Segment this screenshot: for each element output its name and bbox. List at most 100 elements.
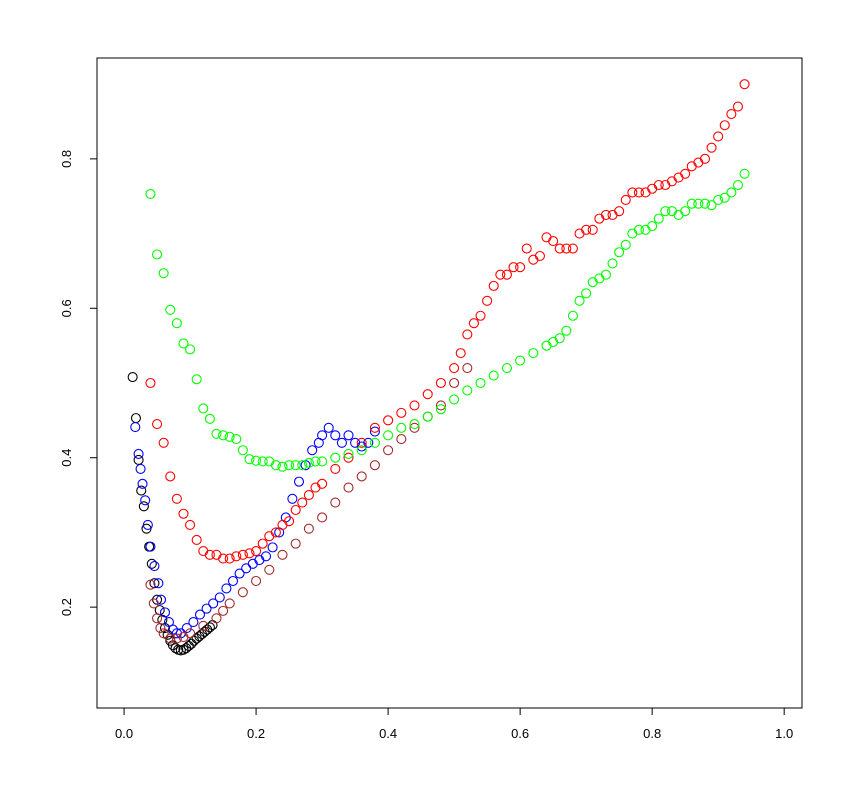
point [561, 325, 572, 336]
point [185, 519, 196, 531]
point [396, 422, 407, 433]
point [574, 228, 585, 239]
point [647, 221, 658, 232]
point [468, 318, 479, 329]
point [264, 456, 275, 467]
point [317, 456, 328, 467]
point [330, 452, 341, 463]
point [739, 79, 750, 90]
y-tick-label: 0.2 [59, 598, 74, 616]
point [307, 445, 318, 456]
point [277, 461, 288, 472]
point [254, 555, 265, 566]
point [165, 304, 176, 315]
point [640, 224, 651, 235]
point [237, 445, 248, 456]
point [267, 542, 278, 553]
point [171, 318, 182, 329]
point [488, 280, 499, 291]
point [264, 564, 275, 575]
point [554, 243, 565, 254]
point [435, 404, 446, 415]
point [181, 623, 192, 634]
point [541, 232, 552, 243]
point [138, 501, 149, 512]
point [257, 538, 268, 549]
point [614, 247, 625, 258]
point [515, 355, 526, 366]
point [191, 534, 202, 545]
point [343, 448, 354, 460]
point [165, 471, 176, 482]
point [186, 638, 197, 649]
point [218, 430, 229, 441]
point [241, 563, 252, 574]
point [208, 598, 219, 609]
x-tick-label: 0.8 [643, 726, 661, 741]
point [435, 400, 446, 411]
point [581, 224, 592, 235]
point [495, 269, 506, 280]
point [171, 633, 182, 644]
point [178, 508, 189, 519]
point [574, 295, 585, 306]
point [198, 546, 209, 557]
point [501, 269, 512, 280]
point [449, 377, 460, 389]
point [548, 235, 559, 247]
point [600, 269, 611, 280]
y-tick-label: 0.6 [59, 299, 74, 317]
point [260, 551, 272, 562]
point [297, 497, 308, 508]
point [383, 415, 394, 426]
x-tick-label: 0.2 [247, 726, 265, 741]
point [369, 437, 380, 448]
point [620, 194, 631, 206]
point [482, 295, 493, 306]
point [231, 551, 242, 562]
point [633, 187, 645, 198]
point [680, 206, 691, 217]
point [686, 161, 697, 172]
point [369, 460, 380, 471]
point [686, 198, 697, 209]
point [713, 131, 724, 142]
point [135, 463, 146, 474]
point [732, 179, 744, 191]
point [396, 407, 407, 418]
point [155, 623, 166, 634]
point [462, 363, 473, 374]
point [287, 493, 298, 504]
point [462, 385, 473, 396]
point [475, 377, 486, 389]
point [211, 613, 222, 624]
point [719, 192, 730, 203]
point [145, 188, 156, 200]
point [171, 493, 182, 504]
point [270, 460, 281, 471]
x-tick-label: 0.6 [511, 726, 529, 741]
point [587, 277, 598, 288]
x-tick-label: 0.4 [379, 726, 397, 741]
point [127, 371, 138, 383]
point [270, 527, 281, 538]
point [653, 179, 664, 191]
point [145, 579, 156, 590]
point [290, 460, 301, 471]
point [257, 456, 268, 467]
point [178, 338, 189, 349]
point [142, 519, 153, 531]
point [303, 457, 314, 468]
y-tick-label: 0.8 [59, 150, 74, 168]
point [165, 633, 176, 644]
point [581, 288, 592, 299]
point [673, 172, 684, 183]
point [198, 403, 209, 414]
point [647, 183, 658, 194]
point [541, 340, 552, 351]
point [343, 482, 354, 493]
point [369, 422, 380, 433]
point [699, 198, 711, 209]
point [218, 553, 229, 564]
